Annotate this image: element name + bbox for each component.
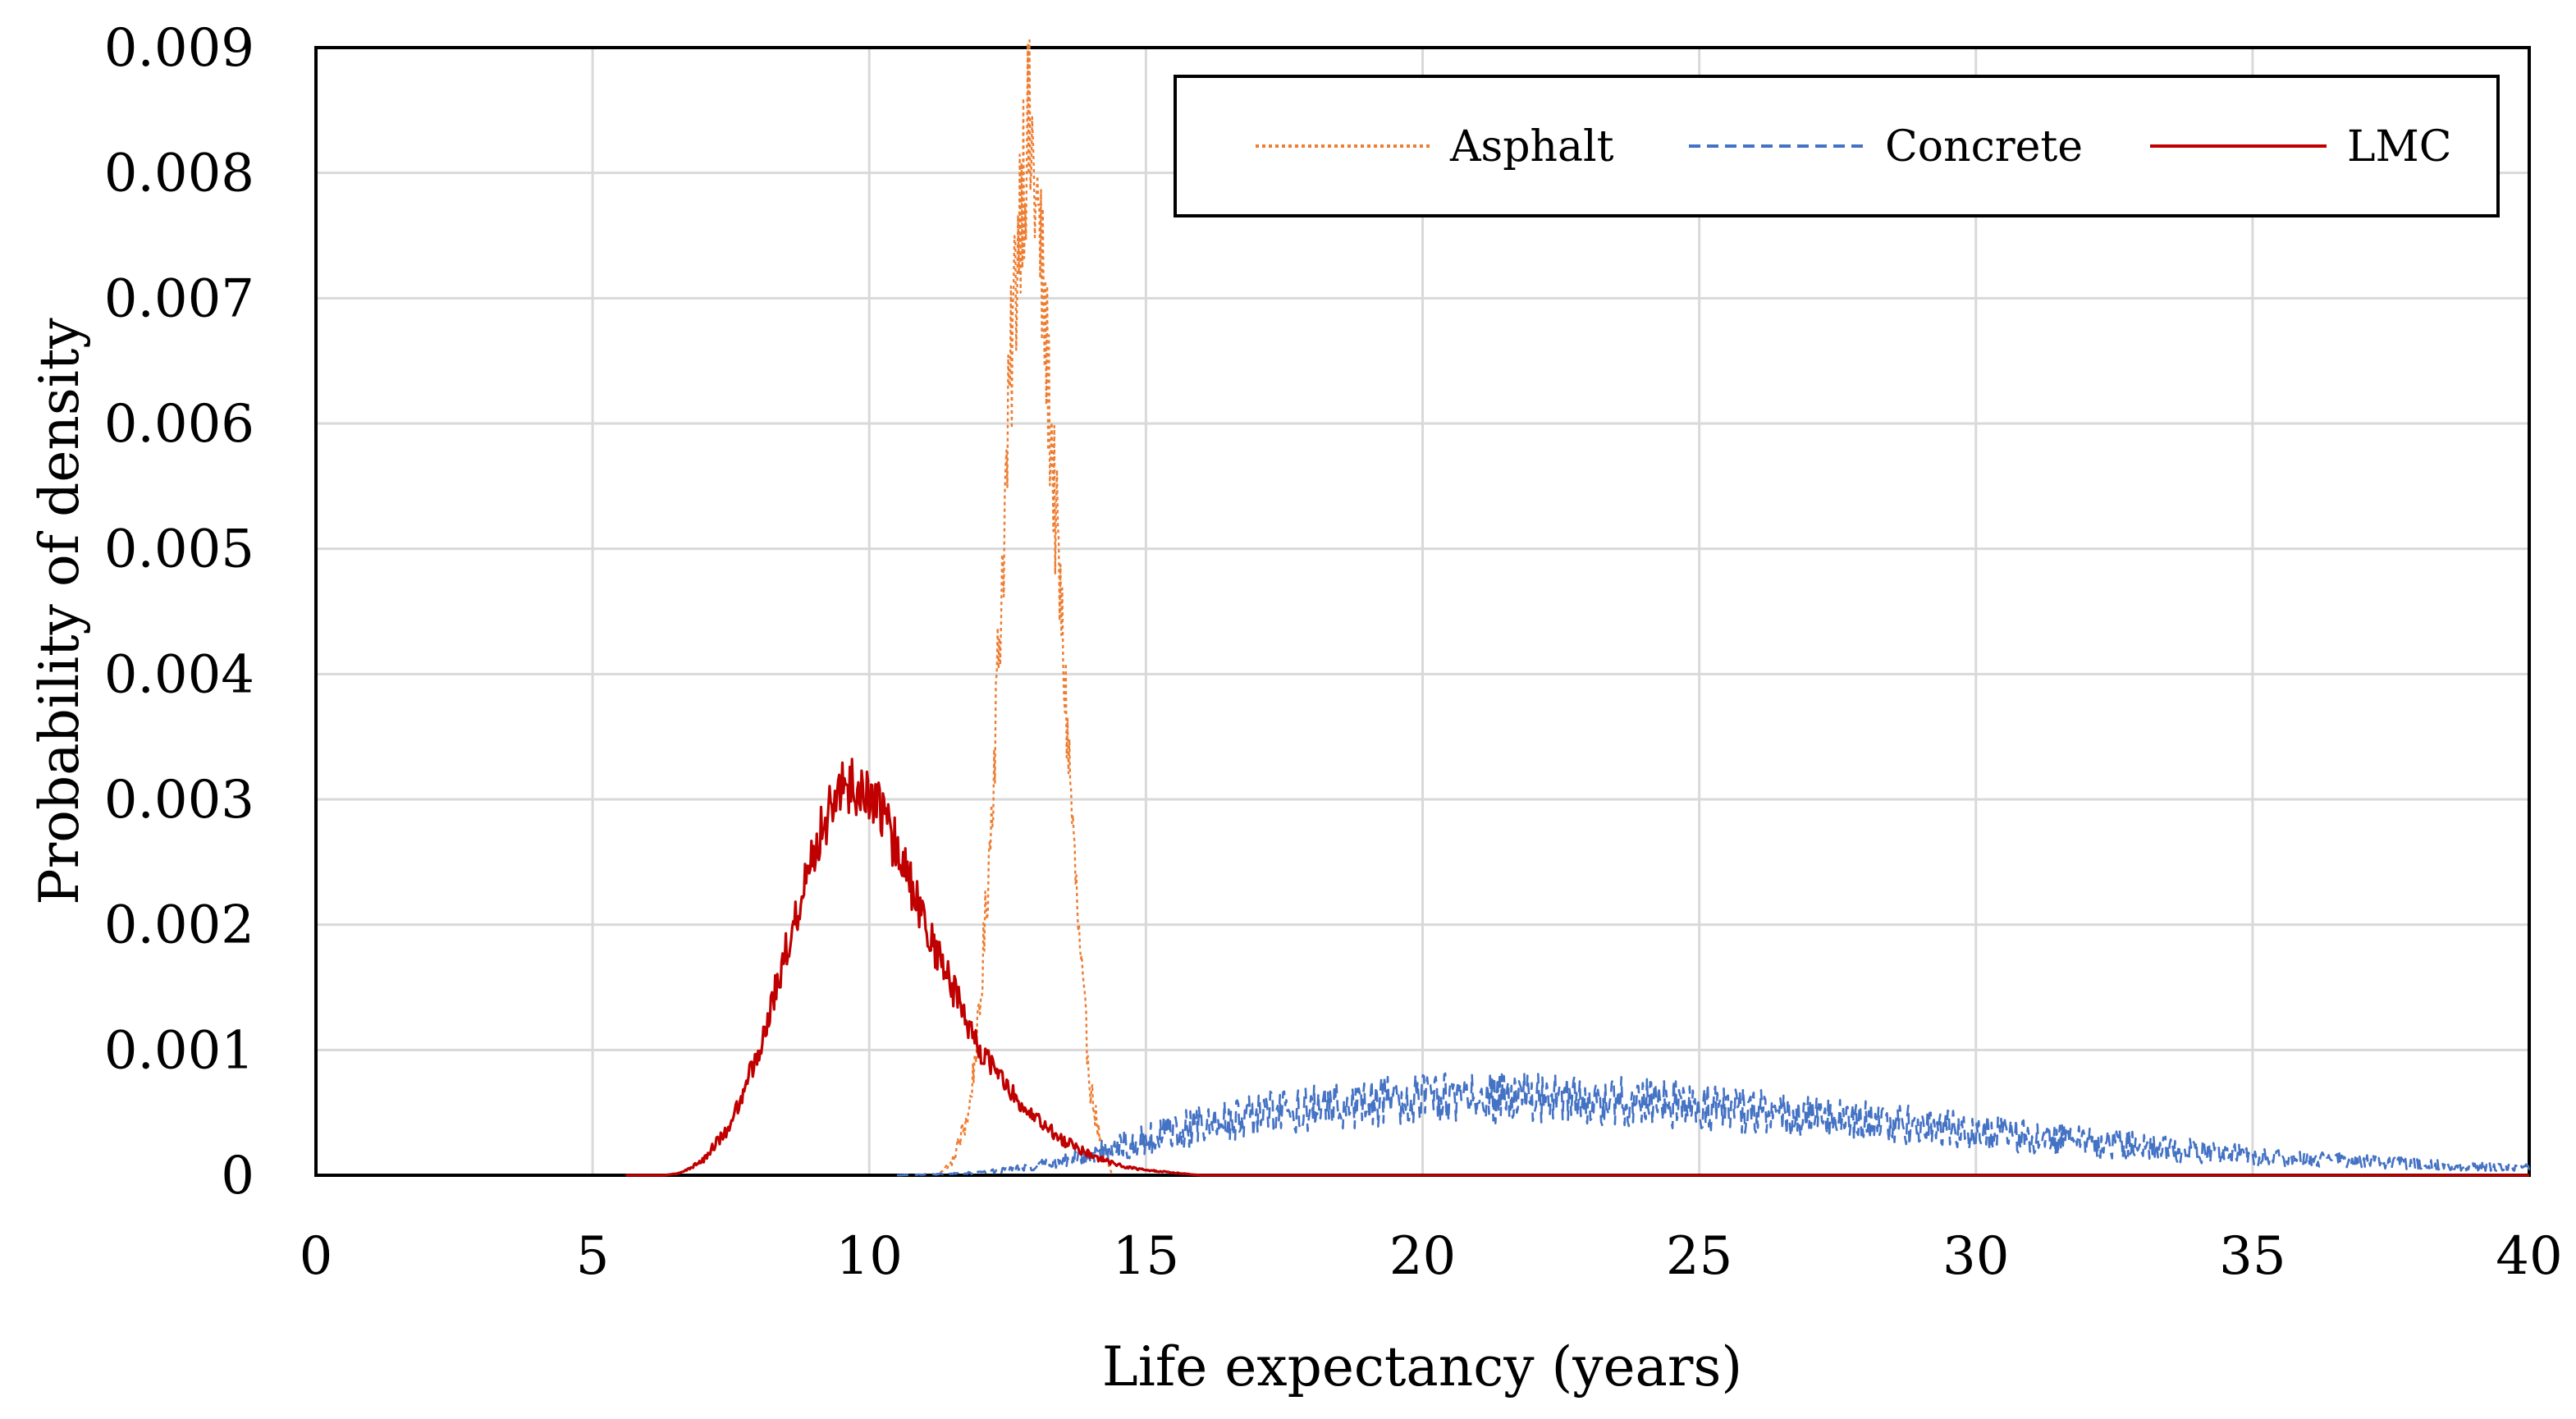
x-tick-label: 25 <box>1666 1226 1732 1287</box>
x-tick-label: 5 <box>576 1226 610 1287</box>
x-axis-title: Life expectancy (years) <box>1102 1335 1742 1398</box>
y-tick-label: 0.006 <box>104 394 254 455</box>
series-line-lmc <box>625 758 2530 1177</box>
series-line-asphalt <box>935 39 1114 1176</box>
legend-label-asphalt: Asphalt <box>1449 122 1614 172</box>
legend-label-concrete: Concrete <box>1885 122 2083 172</box>
x-tick-label: 20 <box>1389 1226 1456 1287</box>
legend: Asphalt Concrete LMC <box>1174 75 2500 217</box>
y-tick-label: 0.008 <box>104 144 254 204</box>
x-tick-label: 35 <box>2219 1226 2285 1287</box>
y-tick-label: 0.004 <box>104 644 254 705</box>
y-tick-label: 0 <box>221 1146 254 1206</box>
y-tick-label: 0.003 <box>104 770 254 831</box>
tick-labels: 0 5 10 15 20 25 30 35 40 0 0.001 0.002 0.003 0.004 0.0… <box>104 18 2563 1287</box>
x-tick-label: 0 <box>300 1226 333 1287</box>
y-tick-label: 0.001 <box>104 1020 254 1081</box>
x-tick-label: 40 <box>2496 1226 2562 1287</box>
y-tick-label: 0.009 <box>104 18 254 79</box>
x-tick-label: 15 <box>1113 1226 1179 1287</box>
y-axis-title: Probability of density <box>28 318 91 905</box>
x-tick-label: 10 <box>836 1226 903 1287</box>
series-lines <box>625 39 2531 1177</box>
y-tick-label: 0.002 <box>104 895 254 956</box>
series-line-concrete <box>897 1071 2531 1177</box>
legend-label-lmc: LMC <box>2347 122 2452 172</box>
x-tick-label: 30 <box>1942 1226 2009 1287</box>
y-tick-label: 0.005 <box>104 520 254 580</box>
y-tick-label: 0.007 <box>104 268 254 329</box>
